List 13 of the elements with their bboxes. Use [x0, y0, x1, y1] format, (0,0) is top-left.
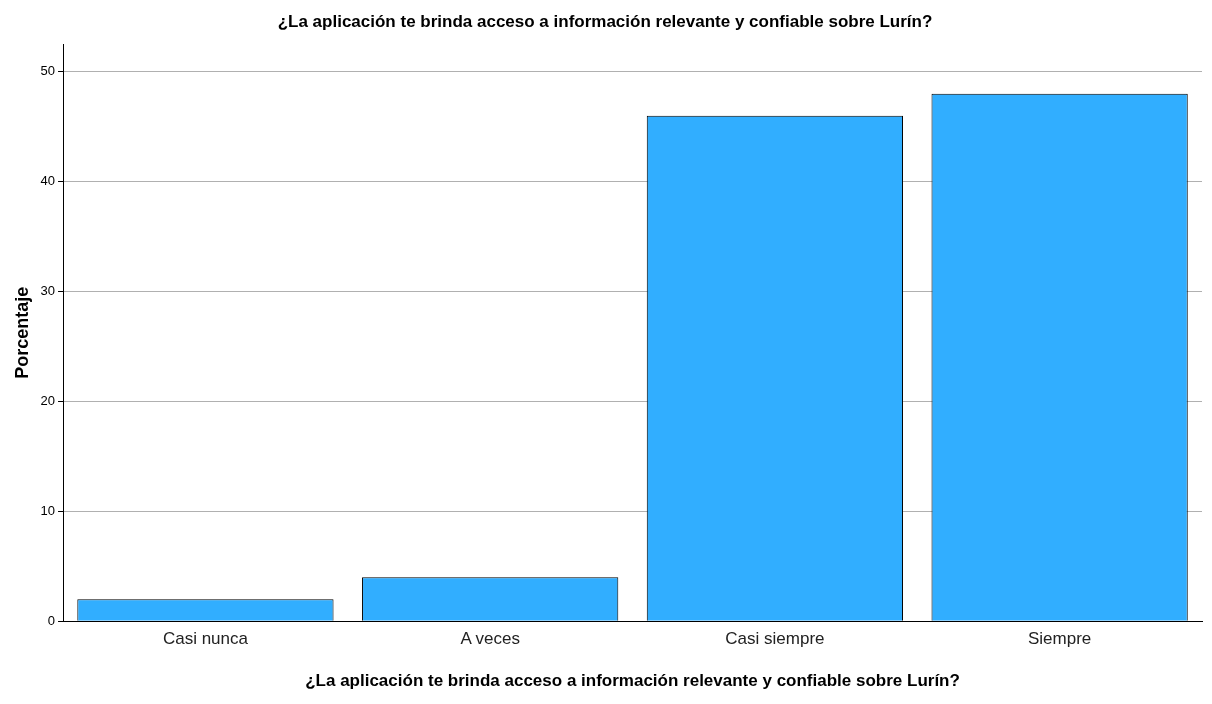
y-tick-label: 40 [40, 173, 56, 189]
x-axis-title: ¿La aplicación te brinda acceso a información relevante y confiable sobre Lurín? [305, 671, 960, 691]
x-tick-label: Siempre [1027, 629, 1092, 649]
y-tick-label: 20 [40, 393, 56, 409]
y-axis-title: Porcentaje [11, 286, 32, 379]
y-tick-label: 0 [47, 612, 56, 628]
x-tick-label: A veces [460, 629, 520, 649]
x-tick-label: Casi nunca [162, 629, 249, 649]
chart-title: ¿La aplicación te brinda acceso a información relevante y confiable sobre Lurín? [277, 11, 933, 31]
x-tick-label: Casi siempre [725, 629, 825, 649]
y-tick-label: 10 [40, 502, 56, 518]
y-tick-label: 30 [40, 283, 56, 299]
y-tick-label: 50 [40, 63, 56, 79]
